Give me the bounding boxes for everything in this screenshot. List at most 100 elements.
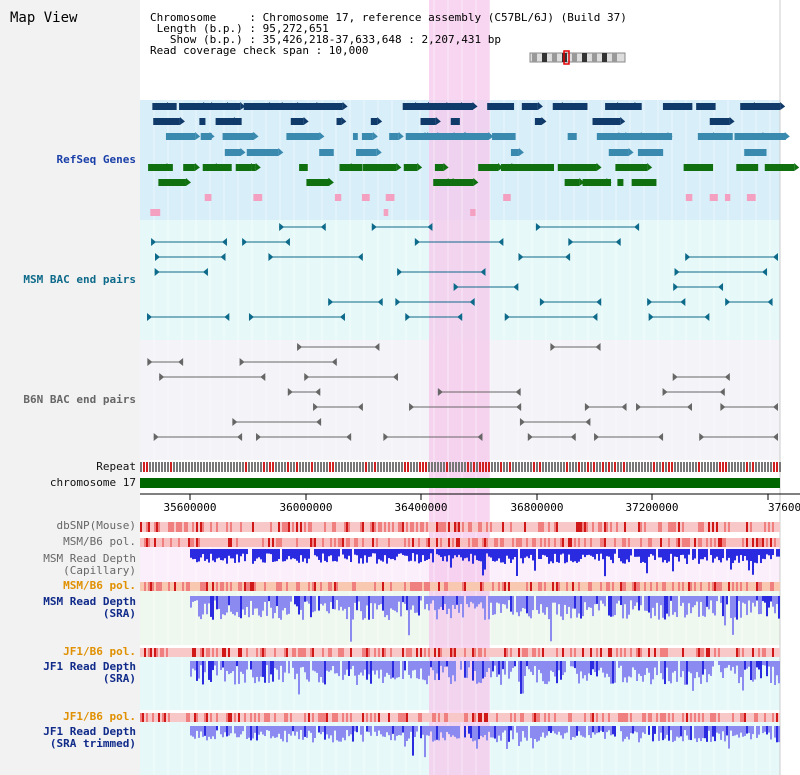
depth-bar: [690, 661, 692, 674]
snp-strip-cell: [454, 713, 456, 722]
depth-bar: [756, 549, 758, 564]
snp-strip-cell: [664, 522, 666, 532]
snp-strip-cell: [280, 582, 282, 591]
depth-bar: [324, 549, 326, 561]
snp-strip-cell: [556, 582, 558, 591]
snp-strip-cell: [642, 538, 644, 547]
snp-strip-cell: [250, 713, 252, 722]
depth-bar: [330, 661, 332, 671]
depth-bar: [748, 549, 750, 571]
snp-strip-cell: [718, 582, 720, 591]
snp-strip-cell: [336, 538, 338, 547]
depth-bar: [766, 661, 768, 677]
depth-bar: [338, 549, 340, 557]
snp-strip-cell: [278, 522, 280, 532]
track-label-b6n-bac[interactable]: B6N BAC end pairs: [23, 393, 136, 406]
snp-strip-cell: [332, 648, 334, 657]
snp-strip-cell: [372, 522, 374, 532]
repeat-segment: [374, 462, 376, 472]
snp-strip-cell: [718, 538, 720, 547]
depth-bar: [720, 726, 722, 740]
snp-strip-cell: [758, 522, 760, 532]
depth-bar: [328, 549, 330, 557]
track-label-msm-bac[interactable]: MSM BAC end pairs: [23, 273, 136, 286]
snp-strip-cell: [162, 522, 164, 532]
snp-strip-cell: [166, 538, 168, 547]
snp-strip-cell: [140, 538, 142, 547]
snp-strip-cell: [318, 582, 320, 591]
snp-strip-cell: [314, 538, 316, 547]
snp-strip-cell: [362, 648, 364, 657]
depth-bar: [340, 726, 342, 742]
depth-bar: [536, 661, 538, 683]
depth-bar: [572, 549, 574, 563]
snp-strip-cell: [326, 538, 328, 547]
b6n-bac-end: [237, 433, 243, 441]
track-label-refseq[interactable]: RefSeq Genes: [56, 153, 136, 166]
snp-strip-cell: [216, 582, 218, 591]
depth-bar: [576, 726, 578, 736]
snp-strip-cell: [480, 648, 482, 657]
depth-bar: [538, 726, 540, 741]
snp-strip-cell: [346, 582, 348, 591]
snp-strip-cell: [578, 582, 580, 591]
snp-strip-cell: [768, 713, 770, 722]
snp-strip-cell: [764, 538, 766, 547]
snp-strip-cell: [460, 582, 462, 591]
depth-bar: [450, 596, 452, 619]
depth-bar: [686, 726, 688, 736]
snp-strip-cell: [234, 713, 236, 722]
depth-bar: [416, 726, 418, 732]
snp-strip-cell: [212, 522, 214, 532]
snp-strip-cell: [646, 648, 648, 657]
snp-strip-cell: [430, 522, 432, 532]
snp-strip-cell: [546, 538, 548, 547]
repeat-segment: [536, 462, 538, 472]
snp-strip-cell: [582, 648, 584, 657]
gene-feature: [203, 164, 218, 171]
depth-bar: [604, 661, 606, 678]
snp-strip-cell: [194, 522, 196, 532]
depth-bar: [334, 549, 336, 561]
snp-strip-cell: [396, 713, 398, 722]
snp-strip-cell: [254, 538, 256, 547]
depth-bar: [534, 661, 536, 667]
depth-bar: [538, 596, 540, 614]
snp-strip-cell: [686, 582, 688, 591]
depth-bar: [264, 549, 266, 563]
snp-strip-cell: [632, 582, 634, 591]
snp-strip-cell: [568, 522, 570, 532]
repeat-segment: [200, 462, 202, 472]
depth-bar: [454, 661, 456, 682]
repeat-segment: [191, 462, 193, 472]
depth-bar: [666, 661, 668, 668]
depth-bar: [238, 596, 240, 618]
repeat-segment: [725, 462, 727, 472]
snp-strip-cell: [338, 582, 340, 591]
depth-bar: [358, 549, 360, 564]
depth-bar: [360, 726, 362, 735]
snp-strip-cell: [590, 538, 592, 547]
depth-bar: [250, 726, 252, 741]
depth-bar: [420, 596, 422, 601]
depth-bar: [540, 549, 542, 560]
snp-strip-cell: [160, 522, 162, 532]
snp-strip-cell: [278, 538, 280, 547]
snp-strip-cell: [148, 648, 150, 657]
snp-strip-cell: [640, 582, 642, 591]
snp-strip-cell: [358, 538, 360, 547]
snp-strip-cell: [608, 522, 610, 532]
snp-strip-cell: [254, 713, 256, 722]
snp-strip-cell: [776, 538, 778, 547]
depth-bar: [344, 726, 346, 741]
depth-bar: [224, 661, 226, 682]
depth-bar: [370, 661, 372, 684]
repeat-segment: [488, 462, 490, 472]
gene-feature: [492, 133, 516, 140]
snp-strip-cell: [276, 713, 278, 722]
snp-strip-cell: [294, 713, 296, 722]
snp-strip-cell: [694, 648, 696, 657]
gene-feature: [406, 133, 438, 140]
depth-bar: [756, 661, 758, 668]
